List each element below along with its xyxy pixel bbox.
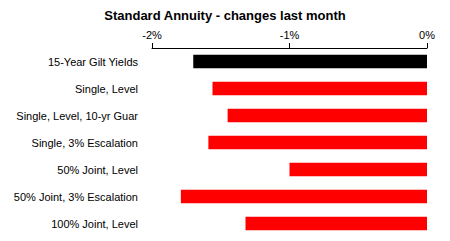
svg-text:100% Joint, Level: 100% Joint, Level [51, 218, 138, 230]
svg-text:Single, Level: Single, Level [75, 83, 138, 95]
svg-text:0%: 0% [419, 29, 435, 41]
svg-text:50% Joint, Level: 50% Joint, Level [57, 164, 138, 176]
svg-text:Standard Annuity - changes las: Standard Annuity - changes last month [104, 8, 346, 23]
svg-text:50% Joint, 3% Escalation: 50% Joint, 3% Escalation [14, 191, 138, 203]
svg-text:-2%: -2% [142, 29, 162, 41]
svg-text:15-Year Gilt Yields: 15-Year Gilt Yields [48, 56, 139, 68]
svg-text:Single, Level, 10-yr Guar: Single, Level, 10-yr Guar [16, 110, 138, 122]
svg-text:-1%: -1% [280, 29, 300, 41]
svg-text:Single, 3% Escalation: Single, 3% Escalation [32, 137, 138, 149]
